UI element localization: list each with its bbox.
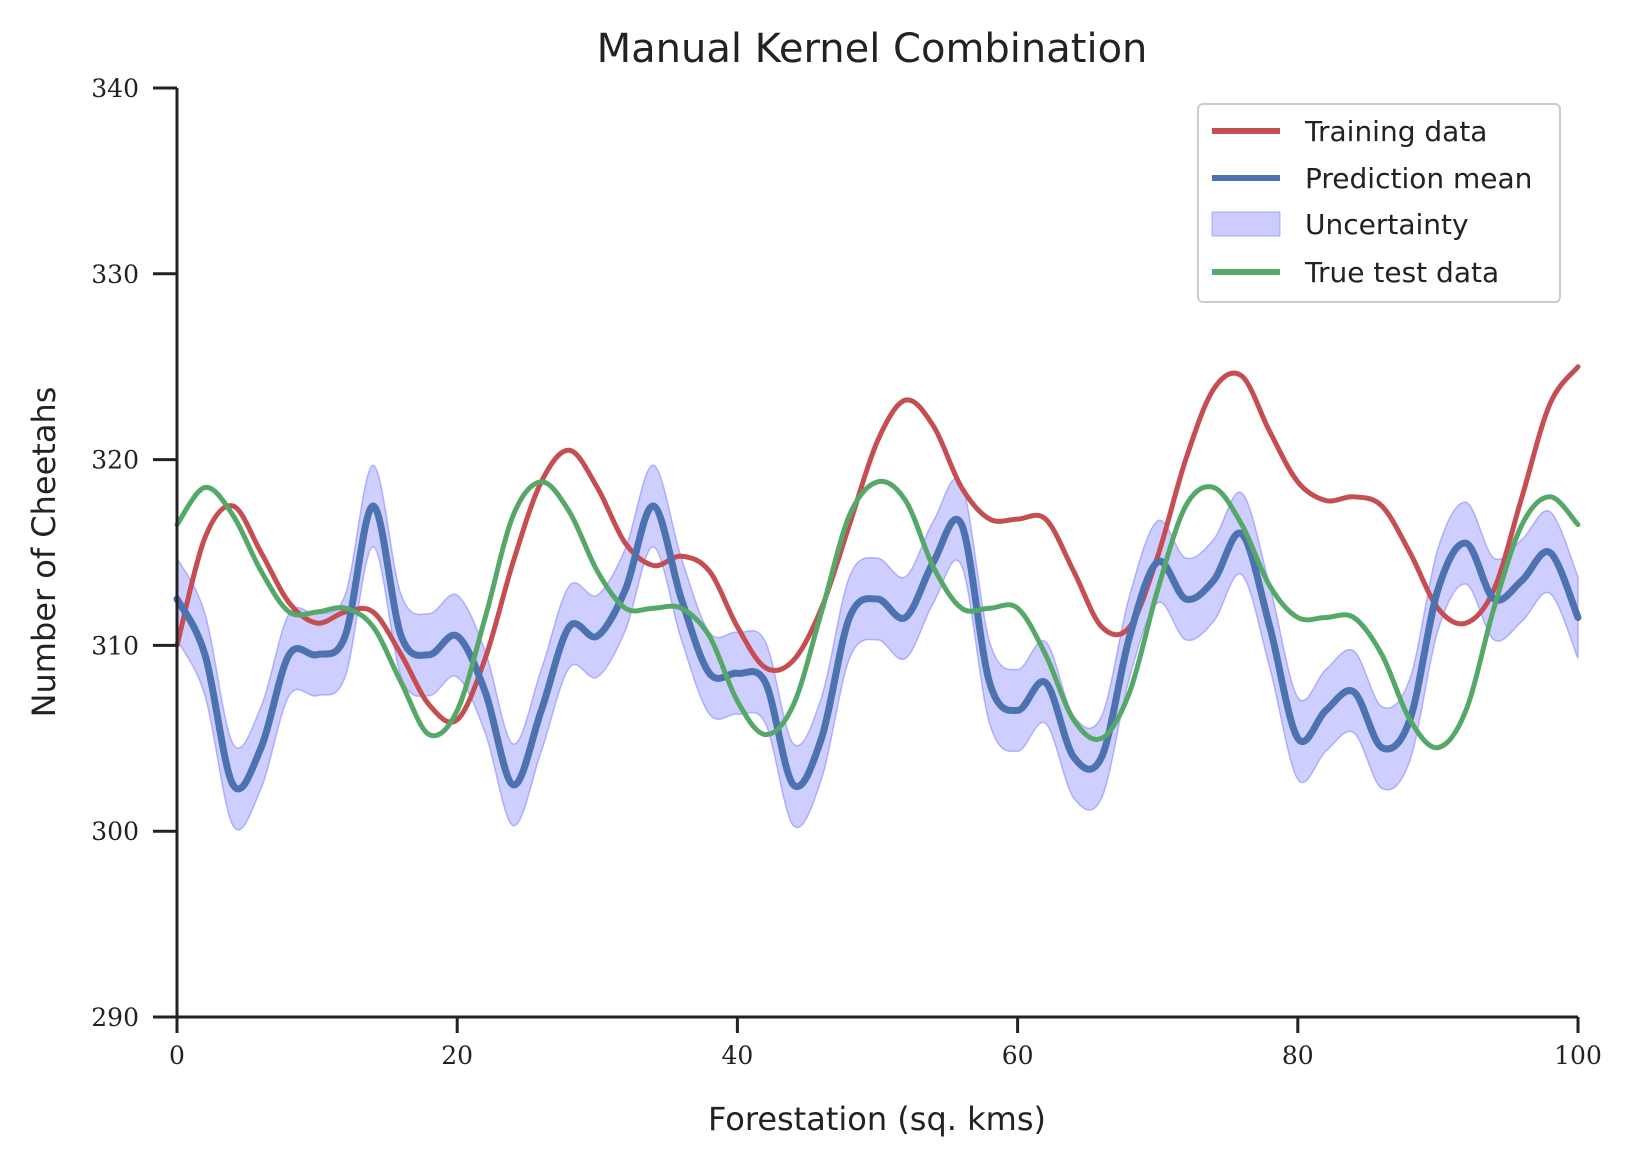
- prediction-mean-line: [173, 502, 1582, 793]
- chart-title: Manual Kernel Combination: [597, 26, 1148, 72]
- legend: Training data Prediction mean Uncertaint…: [1197, 103, 1561, 303]
- legend-label-true-test: True test data: [1304, 256, 1499, 289]
- ticks: 0 20 40 60 80 100 290 300 310 320 330 340: [91, 74, 1602, 1070]
- x-tick-label: 100: [1554, 1041, 1602, 1070]
- y-tick-label: 340: [91, 74, 139, 103]
- y-tick-label: 320: [91, 446, 139, 475]
- true-test-data-line: [174, 478, 1581, 751]
- x-tick-label: 80: [1282, 1041, 1314, 1070]
- training-data-line: [174, 364, 1581, 725]
- y-tick-label: 290: [91, 1003, 139, 1032]
- legend-label-training: Training data: [1304, 115, 1487, 148]
- x-tick-label: 20: [441, 1041, 473, 1070]
- y-tick-label: 310: [91, 631, 139, 660]
- legend-frame: [1197, 103, 1561, 303]
- y-tick-label: 330: [91, 260, 139, 289]
- y-axis-label: Number of Cheetahs: [25, 387, 63, 718]
- x-tick-label: 60: [1002, 1041, 1034, 1070]
- legend-label-uncertainty: Uncertainty: [1305, 208, 1469, 241]
- x-axis-label: Forestation (sq. kms): [708, 1100, 1046, 1138]
- legend-swatch-uncertainty: [1211, 211, 1281, 237]
- x-tick-label: 40: [721, 1041, 753, 1070]
- x-tick-label: 0: [169, 1041, 185, 1070]
- plot-area: [173, 364, 1582, 831]
- y-tick-label: 300: [91, 817, 139, 846]
- legend-label-prediction: Prediction mean: [1305, 162, 1532, 195]
